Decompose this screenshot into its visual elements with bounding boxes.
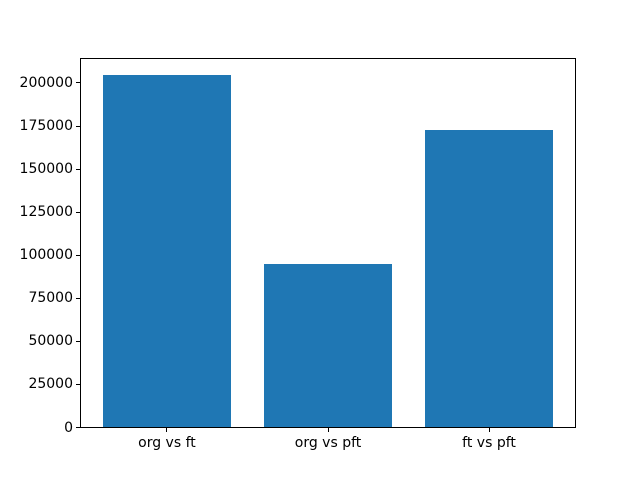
y-tick-label: 175000 [19,118,73,135]
plot-area [80,57,576,428]
x-tick-mark [166,427,168,432]
y-tick-label: 0 [64,419,73,436]
y-tick-label: 150000 [19,161,73,178]
y-tick-mark [76,297,80,299]
y-tick-mark [76,340,80,342]
y-tick-mark [76,211,80,213]
y-tick-label: 125000 [19,204,73,221]
y-tick-label: 75000 [28,290,73,307]
y-tick-label: 50000 [28,333,73,350]
y-tick-label: 200000 [19,74,73,91]
y-tick-mark [76,383,80,385]
y-tick-mark [76,82,80,84]
x-tick-label: org vs pft [294,434,362,451]
x-tick-mark [488,427,490,432]
x-tick-label: ft vs pft [462,434,516,451]
x-tick-mark [327,427,329,432]
y-tick-mark [76,254,80,256]
bar-ft-vs-pft [424,129,554,428]
x-tick-label: org vs ft [138,434,196,451]
y-tick-mark [76,168,80,170]
bar-org-vs-pft [263,263,393,428]
y-tick-label: 25000 [28,376,73,393]
bar-org-vs-ft [102,75,232,428]
y-tick-mark [76,427,80,428]
y-tick-label: 100000 [19,247,73,264]
y-tick-mark [76,125,80,127]
